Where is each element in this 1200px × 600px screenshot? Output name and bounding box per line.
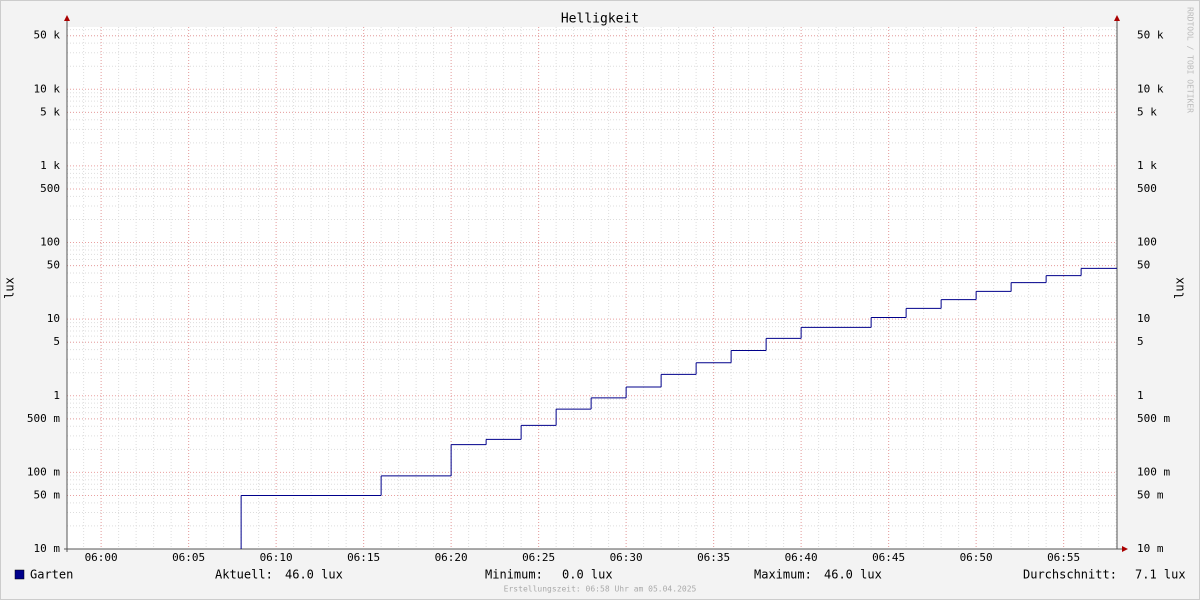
stat-label: Minimum:: [485, 568, 543, 582]
y-tick-label: 50 k: [34, 29, 61, 42]
y2-tick-label: 5 k: [1137, 105, 1157, 118]
y2-tick-label: 50 k: [1137, 29, 1164, 42]
y-tick-label: 50: [47, 259, 60, 272]
plot-area: [67, 27, 1117, 549]
y2-tick-label: 50: [1137, 259, 1150, 272]
y-tick-label: 1 k: [40, 159, 60, 172]
y-tick-label: 500 m: [27, 412, 60, 425]
arrow: [1122, 546, 1128, 552]
y-tick-label: 10 m: [34, 542, 61, 555]
y-tick-label: 500: [40, 182, 60, 195]
stat-label: Maximum:: [754, 568, 812, 582]
stat-value: 46.0 lux: [824, 568, 882, 582]
y2-tick-label: 10: [1137, 312, 1150, 325]
x-tick-label: 06:10: [260, 551, 293, 564]
x-tick-label: 06:05: [172, 551, 205, 564]
x-tick-label: 06:45: [872, 551, 905, 564]
arrow: [64, 15, 70, 21]
plot-lines: [240, 267, 1117, 549]
stat-value: 0.0 lux: [562, 568, 613, 582]
x-tick-label: 06:00: [85, 551, 118, 564]
chart-title: Helligkeit: [561, 12, 639, 27]
watermark: RRDTOOL / TOBI OETIKER: [1186, 7, 1195, 113]
y2-tick-label: 1: [1137, 389, 1144, 402]
x-tick-label: 06:35: [697, 551, 730, 564]
y2-tick-label: 1 k: [1137, 159, 1157, 172]
footer: Erstellungszeit: 06:58 Uhr am 05.04.2025: [504, 585, 697, 594]
x-tick-label: 06:30: [610, 551, 643, 564]
y-tick-label: 100 m: [27, 465, 60, 478]
stat-label: Durchschnitt:: [1023, 568, 1117, 582]
y2-tick-label: 100: [1137, 236, 1157, 249]
y2-tick-label: 50 m: [1137, 488, 1164, 501]
y-tick-label: 5 k: [40, 105, 60, 118]
y2-tick-label: 10 k: [1137, 82, 1164, 95]
y2-tick-label: 100 m: [1137, 465, 1170, 478]
y2-tick-label: 500 m: [1137, 412, 1170, 425]
y-tick-label: 10 k: [34, 82, 61, 95]
y2-tick-label: 500: [1137, 182, 1157, 195]
legend-swatch: [14, 569, 25, 580]
y-tick-label: 1: [53, 389, 60, 402]
y-tick-label: 10: [47, 312, 60, 325]
x-tick-label: 06:15: [347, 551, 380, 564]
y-tick-label: 50 m: [34, 488, 61, 501]
stat-value: 7.1 lux: [1135, 568, 1186, 582]
y2-tick-label: 10 m: [1137, 542, 1164, 555]
x-tick-label: 06:50: [960, 551, 993, 564]
y-tick-label: 100: [40, 236, 60, 249]
x-tick-label: 06:20: [435, 551, 468, 564]
stat-label: Aktuell:: [215, 568, 273, 582]
y2-tick-label: 5: [1137, 335, 1144, 348]
x-tick-label: 06:25: [522, 551, 555, 564]
stat-value: 46.0 lux: [285, 568, 343, 582]
y-tick-label: 5: [53, 335, 60, 348]
legend-label: Garten: [30, 568, 73, 582]
y2-axis-label: lux: [1173, 277, 1187, 299]
x-tick-label: 06:40: [785, 551, 818, 564]
x-tick-label: 06:55: [1047, 551, 1080, 564]
arrow: [1114, 15, 1120, 21]
y-axis-label: lux: [3, 277, 17, 299]
